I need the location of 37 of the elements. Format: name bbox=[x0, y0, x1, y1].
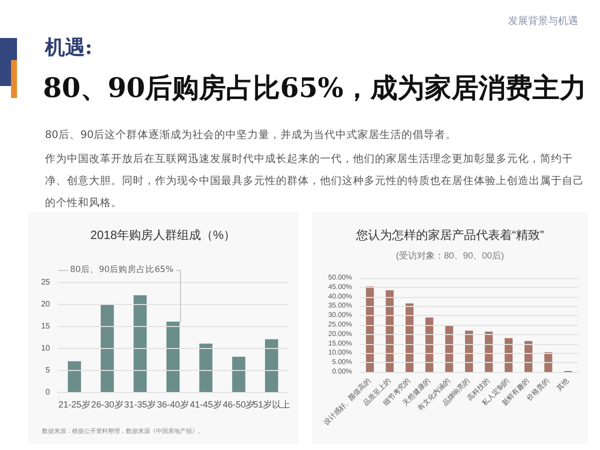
bar bbox=[166, 322, 180, 392]
annotation: 80后、90后购房占比65% bbox=[68, 264, 176, 276]
x-tick-label: 41-45岁 bbox=[190, 400, 222, 410]
bar bbox=[445, 325, 454, 372]
bar bbox=[465, 330, 473, 372]
bar bbox=[406, 303, 414, 372]
chart-subtitle: (受访对象：80、90、00后) bbox=[396, 250, 504, 260]
y-tick-label: 10 bbox=[41, 344, 51, 352]
chart-title: 2018年购房人群组成（%） bbox=[90, 228, 236, 242]
bar bbox=[484, 332, 493, 372]
y-tick-label: 20 bbox=[41, 300, 51, 308]
bar bbox=[504, 338, 513, 372]
chart-title: 您认为怎样的家居产品代表着“精致” bbox=[355, 228, 544, 242]
bar bbox=[199, 344, 212, 392]
text: 80后、90后这个群体逐渐成为社会的中坚力量，并成为当代中式家居生活的倡导者。 bbox=[45, 128, 458, 143]
bar bbox=[68, 361, 81, 392]
text: 机遇: bbox=[45, 34, 92, 61]
y-tick-label: 5 bbox=[46, 366, 51, 374]
text: 80、90后购房占比65%，成为家居消费主力 bbox=[43, 72, 586, 106]
bar bbox=[425, 317, 434, 372]
bar bbox=[524, 340, 532, 372]
x-tick-label: 21-25岁 bbox=[58, 400, 90, 410]
bar bbox=[134, 295, 147, 392]
text: 发展背景与机遇 bbox=[508, 14, 578, 28]
y-tick-label: 15 bbox=[41, 322, 51, 330]
x-tick-label: 46-50岁 bbox=[222, 400, 255, 410]
bar bbox=[100, 304, 114, 392]
bar bbox=[232, 356, 246, 392]
bar bbox=[265, 339, 278, 392]
y-tick-label: 0 bbox=[46, 388, 51, 396]
x-tick-label: 36-40岁 bbox=[156, 400, 190, 410]
y-tick-label: 25 bbox=[41, 278, 51, 286]
x-tick-label: 31-35岁 bbox=[124, 400, 156, 410]
text: 作为中国改革开放后在互联网迅速发展时代中成长起来的一代，他们的家居生活理念更加彰显多元化，简约干净、创意大胆。同时，作为现今中国最具多元性的群体，他们这种多元性的特质也在居住体验上创造出属于自己的个性和风格。 bbox=[45, 152, 585, 211]
x-tick-label: 51岁以上 bbox=[253, 400, 290, 410]
bar bbox=[366, 286, 374, 372]
x-tick-label: 26-30岁 bbox=[91, 400, 124, 410]
